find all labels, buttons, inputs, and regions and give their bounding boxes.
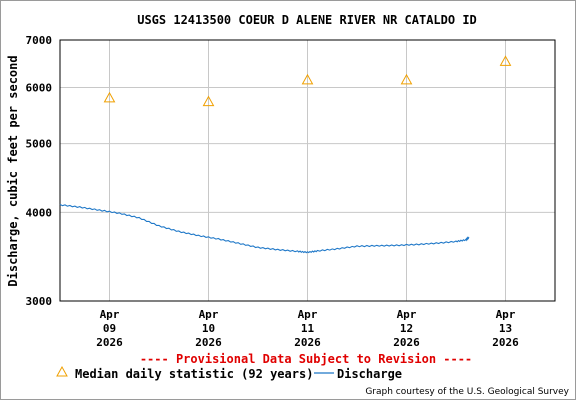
provisional-note: ---- Provisional Data Subject to Revisio… xyxy=(140,352,472,366)
median-marker xyxy=(103,91,116,103)
y-tick-label: 5000 xyxy=(26,138,53,151)
y-tick-label: 6000 xyxy=(26,81,53,94)
x-tick-label: Apr 11 2026 xyxy=(294,308,321,349)
y-tick-label: 4000 xyxy=(26,206,53,219)
x-tick-label: Apr 13 2026 xyxy=(492,308,519,349)
chart-title: USGS 12413500 COEUR D ALENE RIVER NR CAT… xyxy=(137,13,477,27)
median-marker xyxy=(202,95,215,107)
median-marker xyxy=(301,73,314,85)
discharge-line xyxy=(59,203,470,254)
legend-triangle-icon xyxy=(56,365,68,377)
x-tick-labels: Apr 09 2026 Apr 10 2026 Apr 11 2026 Apr 12 2026 Apr 1… xyxy=(96,308,519,349)
legend-median-label: Median daily statistic (92 years) xyxy=(75,367,313,381)
plot-area-frame xyxy=(59,39,556,302)
credit-text: Graph courtesy of the U.S. Geological Su… xyxy=(365,387,569,397)
x-tick-label: Apr 10 2026 xyxy=(195,308,222,349)
median-marker xyxy=(499,55,512,66)
grid-lines xyxy=(60,39,555,302)
y-tick-label: 3000 xyxy=(26,295,53,308)
discharge-series xyxy=(59,203,470,254)
legend: Median daily statistic (92 years) Discha… xyxy=(56,365,402,381)
median-statistic-series xyxy=(103,55,512,107)
x-tick-label: Apr 09 2026 xyxy=(96,308,123,349)
y-tick-label: 7000 xyxy=(26,34,53,47)
y-tick-labels: 3000 4000 5000 6000 7000 xyxy=(26,34,53,308)
x-tick-label: Apr 12 2026 xyxy=(393,308,420,349)
median-marker xyxy=(400,73,413,85)
y-axis-label: Discharge, cubic feet per second xyxy=(6,55,20,286)
legend-discharge-label: Discharge xyxy=(337,367,402,381)
